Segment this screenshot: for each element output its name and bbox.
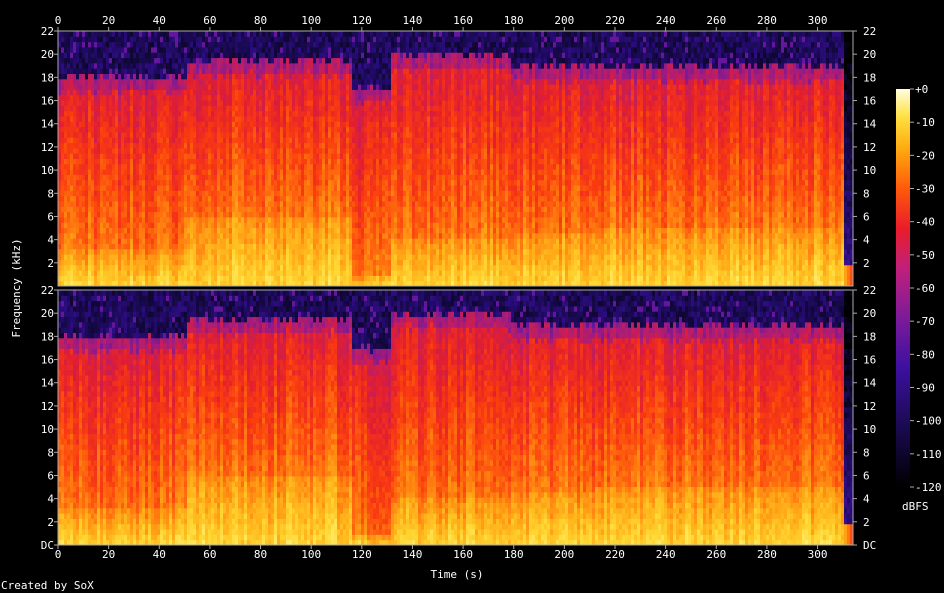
y-tick-label: 12 [41, 141, 54, 154]
x-tick-label: 220 [605, 14, 625, 27]
y-tick-label: 8 [47, 446, 54, 459]
y-tick-label: 12 [41, 400, 54, 413]
y-tick-label: 14 [41, 377, 55, 390]
y-tick-label: 6 [47, 469, 54, 482]
colorbar-tick-label: -60 [915, 282, 935, 295]
y-tick-label: 4 [47, 493, 54, 506]
x-tick-label: 280 [757, 548, 777, 561]
y-tick-label: 16 [863, 354, 876, 367]
y-tick-label: 20 [41, 48, 54, 61]
y-tick-label: 20 [863, 48, 876, 61]
x-tick-label: 120 [352, 548, 372, 561]
y-tick-label: 14 [863, 377, 877, 390]
y-tick-label: 12 [863, 141, 876, 154]
y-tick-label: DC [41, 539, 54, 552]
sox-credit: Created by SoX [1, 579, 94, 592]
spectrogram-channel-1 [58, 31, 853, 287]
x-tick-label: 240 [656, 14, 676, 27]
y-tick-label: 2 [47, 516, 54, 529]
colorbar-tick-label: -20 [915, 149, 935, 162]
x-tick-label: 180 [504, 548, 524, 561]
y-tick-label: 4 [863, 234, 870, 247]
y-tick-label: 2 [863, 516, 870, 529]
y-tick-label: 22 [863, 284, 876, 297]
colorbar-tick-label: -70 [915, 315, 935, 328]
y-tick-label: 20 [41, 307, 54, 320]
y-tick-label: 10 [863, 423, 876, 436]
x-tick-label: 100 [301, 548, 321, 561]
x-tick-label: 240 [656, 548, 676, 561]
colorbar-tick-label: -50 [915, 249, 935, 262]
y-tick-label: 22 [41, 25, 54, 38]
x-tick-label: 140 [403, 548, 423, 561]
y-tick-label: 18 [863, 71, 876, 84]
x-tick-label: 300 [808, 14, 828, 27]
y-tick-label: 14 [41, 118, 55, 131]
x-tick-label: 200 [554, 14, 574, 27]
y-tick-label: 22 [863, 25, 876, 38]
colorbar-label: dBFS [902, 500, 929, 513]
x-tick-label: 280 [757, 14, 777, 27]
x-tick-label: 300 [808, 548, 828, 561]
x-tick-label: 0 [55, 14, 62, 27]
y-tick-label: 14 [863, 118, 877, 131]
x-tick-label: 20 [102, 14, 115, 27]
x-tick-label: 160 [453, 14, 473, 27]
x-tick-label: 220 [605, 548, 625, 561]
y-tick-label: 6 [863, 210, 870, 223]
colorbar-tick-label: -80 [915, 348, 935, 361]
colorbar-tick-label: -110 [915, 448, 942, 461]
x-tick-label: 20 [102, 548, 115, 561]
y-tick-label: 16 [41, 95, 54, 108]
x-tick-label: 100 [301, 14, 321, 27]
x-tick-label: 60 [203, 14, 216, 27]
y-tick-label: 6 [863, 469, 870, 482]
colorbar [896, 89, 910, 487]
x-tick-label: 180 [504, 14, 524, 27]
y-tick-label: 18 [41, 71, 54, 84]
colorbar-tick-label: -40 [915, 216, 935, 229]
colorbar-tick-label: -90 [915, 382, 935, 395]
colorbar-tick-label: -120 [915, 481, 942, 494]
x-axis-label: Time (s) [431, 568, 484, 581]
y-tick-label: 2 [47, 257, 54, 270]
x-tick-label: 260 [706, 14, 726, 27]
y-tick-label: 8 [863, 446, 870, 459]
x-tick-label: 40 [153, 548, 166, 561]
spectrogram-channel-2 [58, 290, 853, 546]
y-tick-label: 8 [47, 187, 54, 200]
x-tick-label: 120 [352, 14, 372, 27]
x-tick-label: 200 [554, 548, 574, 561]
y-tick-label: 10 [41, 423, 54, 436]
x-tick-label: 80 [254, 548, 267, 561]
colorbar-tick-label: -30 [915, 183, 935, 196]
y-tick-label: 20 [863, 307, 876, 320]
y-tick-label: 10 [863, 164, 876, 177]
x-tick-label: 40 [153, 14, 166, 27]
y-tick-label: 4 [863, 493, 870, 506]
x-tick-label: 140 [403, 14, 423, 27]
y-tick-label: 6 [47, 210, 54, 223]
colorbar-tick-label: -10 [915, 116, 935, 129]
x-tick-label: 260 [706, 548, 726, 561]
x-tick-label: 160 [453, 548, 473, 561]
x-tick-label: 0 [55, 548, 62, 561]
colorbar-tick-label: -100 [915, 415, 942, 428]
y-tick-label: 18 [863, 330, 876, 343]
y-tick-label: 18 [41, 330, 54, 343]
y-tick-label: 16 [41, 354, 54, 367]
y-axis-label: Frequency (kHz) [10, 238, 23, 337]
y-tick-label: 22 [41, 284, 54, 297]
y-tick-label: 2 [863, 257, 870, 270]
x-tick-label: 80 [254, 14, 267, 27]
y-tick-label: 10 [41, 164, 54, 177]
colorbar-tick-label: +0 [915, 83, 928, 96]
x-tick-label: 60 [203, 548, 216, 561]
y-tick-label: 16 [863, 95, 876, 108]
y-tick-label: 4 [47, 234, 54, 247]
y-tick-label: 8 [863, 187, 870, 200]
y-tick-label: 12 [863, 400, 876, 413]
y-tick-label: DC [863, 539, 876, 552]
